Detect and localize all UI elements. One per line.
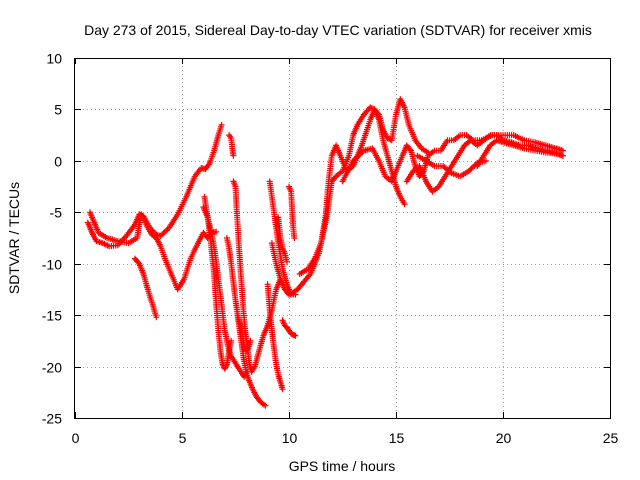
series-3 xyxy=(201,193,235,372)
series-11 xyxy=(275,214,290,265)
series-1 xyxy=(87,209,220,293)
data-point xyxy=(283,258,290,265)
x-tick-label: 15 xyxy=(389,430,405,446)
data-point xyxy=(153,314,160,321)
gridlines xyxy=(75,58,610,418)
series-17 xyxy=(339,132,566,185)
y-tick-label: 10 xyxy=(46,51,62,67)
series-8 xyxy=(234,312,254,355)
data-point xyxy=(279,386,286,393)
x-tick-labels: 0 5 10 15 20 25 xyxy=(72,430,619,446)
series-9 xyxy=(264,281,286,393)
data-point xyxy=(213,228,220,235)
series-6 xyxy=(226,132,237,159)
series-20 xyxy=(474,137,566,169)
x-tick-label: 5 xyxy=(179,430,187,446)
y-tick-label: -15 xyxy=(42,308,62,324)
x-tick-label: 25 xyxy=(603,430,619,446)
x-tick-label: 10 xyxy=(282,430,298,446)
y-tick-label: 0 xyxy=(54,154,62,170)
y-tick-label: -20 xyxy=(42,360,62,376)
y-tick-label: -25 xyxy=(42,411,62,427)
y-tick-label: -10 xyxy=(42,257,62,273)
data-point xyxy=(559,147,566,154)
data-point xyxy=(401,201,408,208)
series-2 xyxy=(131,255,160,321)
series-12 xyxy=(286,183,298,241)
data-point xyxy=(218,121,225,128)
plot-frame xyxy=(74,58,611,419)
x-tick-label: 0 xyxy=(72,430,80,446)
series-18 xyxy=(403,132,566,195)
y-tick-labels: -25 -20 -15 -10 -5 0 5 10 xyxy=(42,51,62,427)
x-tick-label: 20 xyxy=(496,430,512,446)
series-13 xyxy=(279,317,299,339)
series-14 xyxy=(268,240,305,298)
y-tick-label: -5 xyxy=(50,205,63,221)
data-point xyxy=(228,337,235,344)
data-point xyxy=(292,332,299,339)
y-axis-label: SDTVAR / TECUs xyxy=(6,182,22,294)
data-point xyxy=(291,235,298,241)
data-points xyxy=(84,96,566,409)
x-axis-label: GPS time / hours xyxy=(289,458,396,474)
series-16 xyxy=(298,104,408,288)
data-point xyxy=(247,337,254,344)
data-point xyxy=(262,402,269,409)
data-point xyxy=(406,146,413,153)
data-point xyxy=(230,152,237,159)
data-point xyxy=(559,152,566,159)
data-point xyxy=(482,157,489,164)
chart-title: Day 273 of 2015, Sidereal Day-to-day VTE… xyxy=(84,22,592,38)
y-tick-label: 5 xyxy=(54,102,62,118)
